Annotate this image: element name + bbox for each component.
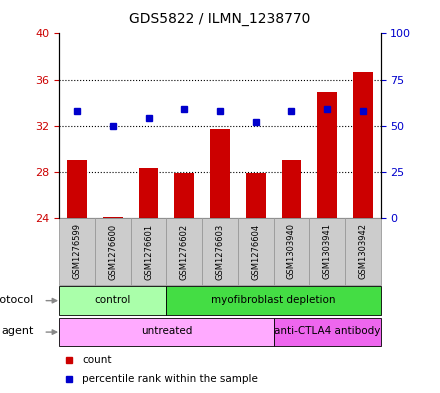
Text: untreated: untreated	[141, 327, 192, 336]
Bar	[274, 318, 381, 346]
Bar	[139, 169, 158, 218]
Text: GSM1276603: GSM1276603	[216, 224, 224, 280]
Text: GSM1276600: GSM1276600	[108, 224, 117, 279]
Text: GSM1303940: GSM1303940	[287, 224, 296, 279]
Bar	[282, 160, 301, 218]
Bar	[67, 160, 87, 218]
Bar	[59, 318, 274, 346]
Bar	[166, 286, 381, 315]
Text: myofibroblast depletion: myofibroblast depletion	[211, 295, 336, 305]
Text: GDS5822 / ILMN_1238770: GDS5822 / ILMN_1238770	[129, 11, 311, 26]
Text: GSM1276602: GSM1276602	[180, 224, 189, 279]
Text: GSM1276604: GSM1276604	[251, 224, 260, 279]
Bar	[103, 217, 123, 218]
Bar	[95, 218, 131, 285]
Bar	[59, 218, 95, 285]
Text: control: control	[95, 295, 131, 305]
Bar	[131, 218, 166, 285]
Bar	[309, 218, 345, 285]
Text: protocol: protocol	[0, 295, 34, 305]
Text: count: count	[82, 354, 111, 365]
Bar	[274, 218, 309, 285]
Text: percentile rank within the sample: percentile rank within the sample	[82, 374, 258, 384]
Bar	[353, 72, 373, 218]
Text: GSM1303942: GSM1303942	[358, 224, 367, 279]
Text: agent: agent	[1, 327, 34, 336]
Bar	[246, 173, 265, 218]
Bar	[175, 173, 194, 218]
Text: GSM1276601: GSM1276601	[144, 224, 153, 279]
Text: GSM1303941: GSM1303941	[323, 224, 332, 279]
Text: GSM1276599: GSM1276599	[73, 224, 82, 279]
Text: anti-CTLA4 antibody: anti-CTLA4 antibody	[274, 327, 380, 336]
Bar	[202, 218, 238, 285]
Bar	[210, 129, 230, 218]
Bar	[166, 218, 202, 285]
Bar	[238, 218, 274, 285]
Bar	[345, 218, 381, 285]
Bar	[317, 92, 337, 218]
Bar	[59, 286, 166, 315]
